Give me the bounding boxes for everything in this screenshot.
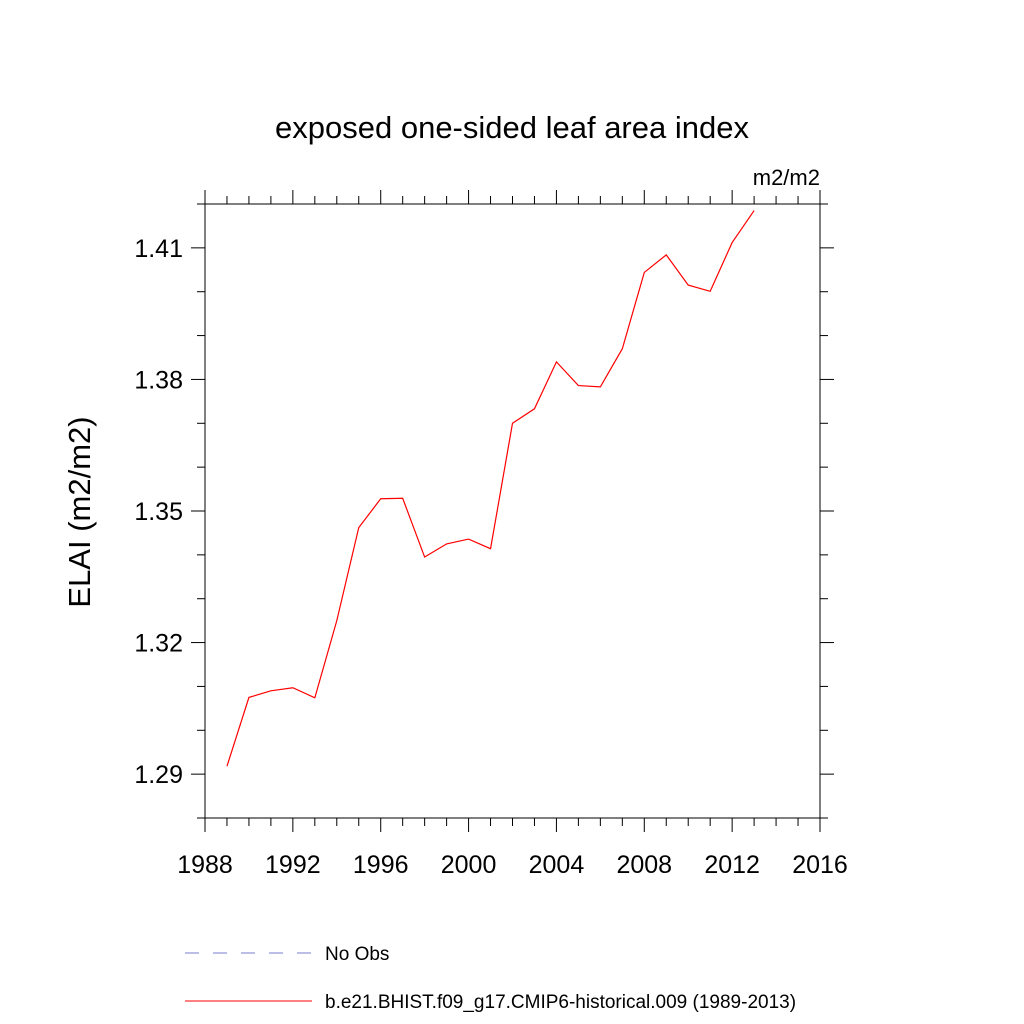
axis-ticks: 1988 1992 1996 2000 2004 2008 2012 2016 1.29 1.32…: [134, 190, 848, 879]
plot-frame: [204, 203, 821, 819]
chart-title: exposed one-sided leaf area index: [275, 110, 749, 145]
x-tick-label: 2000: [441, 851, 497, 879]
x-tick-label: 2012: [704, 851, 760, 879]
series-line-0: [226, 210, 755, 767]
legend-label-1: No Obs: [325, 944, 389, 965]
y-axis-label: ELAI (m2/m2): [62, 416, 97, 607]
x-tick-label: 2016: [792, 851, 848, 879]
legend-label-0: b.e21.BHIST.f09_g17.CMIP6-historical.009…: [325, 992, 796, 1013]
legend: No Obs b.e21.BHIST.f09_g17.CMIP6-historic…: [185, 944, 796, 1013]
x-tick-label: 1996: [353, 851, 409, 879]
y-tick-label: 1.38: [134, 366, 183, 394]
x-tick-label: 1992: [265, 851, 321, 879]
series-layer: [226, 210, 755, 767]
y-tick-label: 1.32: [134, 630, 183, 658]
x-tick-label: 2008: [616, 851, 672, 879]
y-tick-label: 1.41: [134, 235, 183, 263]
y-tick-label: 1.29: [134, 761, 183, 789]
x-tick-label: 2004: [529, 851, 585, 879]
units-label: m2/m2: [753, 165, 820, 190]
x-tick-label: 1988: [177, 851, 233, 879]
y-tick-label: 1.35: [134, 498, 183, 526]
